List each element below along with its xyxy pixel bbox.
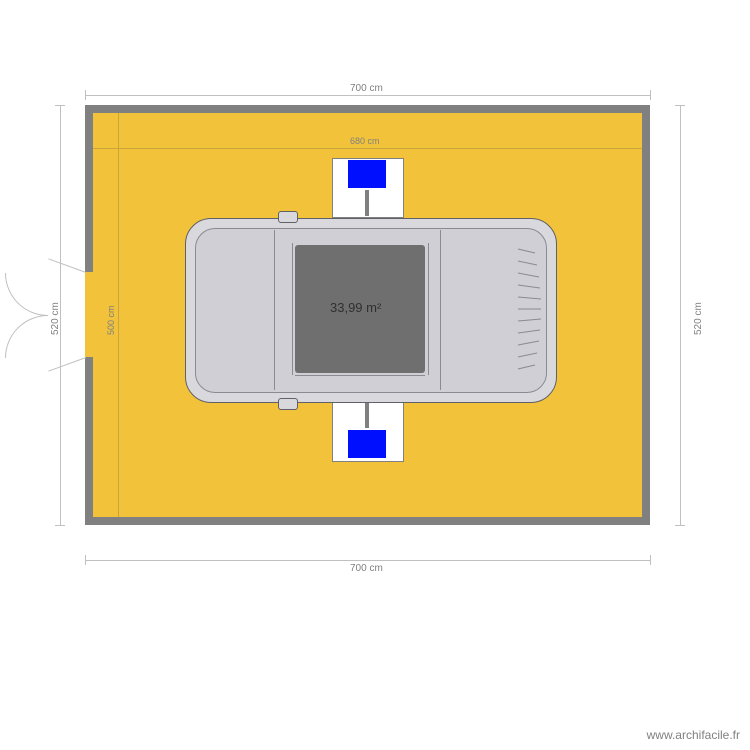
dim-left-tick-b <box>55 525 65 526</box>
car-c-pillar <box>440 230 441 390</box>
dim-right-line <box>680 105 681 525</box>
car-door-seam <box>295 375 425 376</box>
door-arc-bottom <box>5 315 91 401</box>
dim-right-tick-t <box>675 105 685 106</box>
dim-interior-left-line <box>118 113 119 517</box>
dim-interior-top-label: 680 cm <box>350 136 380 146</box>
dim-bottom-tick-r <box>650 555 651 565</box>
dim-top-line <box>85 95 650 96</box>
car-rear-window-line <box>428 243 429 375</box>
room-area-label: 33,99 m² <box>330 300 381 315</box>
door-opening <box>85 272 93 357</box>
dim-right-tick-b <box>675 525 685 526</box>
door-arc-top <box>5 230 91 316</box>
lift-bottom-stem <box>365 402 369 428</box>
lift-top-stem <box>365 190 369 216</box>
car-a-pillar <box>274 230 275 390</box>
car-mirror-bottom <box>278 398 298 410</box>
dim-bottom-line <box>85 560 650 561</box>
dim-top-tick-l <box>85 90 86 100</box>
watermark: www.archifacile.fr <box>647 728 740 742</box>
car-windshield-line <box>292 243 293 375</box>
dim-left-tick-t <box>55 105 65 106</box>
car-grille <box>515 245 545 373</box>
dim-bottom-label: 700 cm <box>350 563 383 574</box>
dim-right-label: 520 cm <box>693 302 704 335</box>
floorplan-canvas: 700 cm 700 cm 520 cm 520 cm 680 cm 500 c… <box>0 0 750 750</box>
door-leaf-bottom <box>48 357 86 372</box>
dim-top-label: 700 cm <box>350 83 383 94</box>
dim-bottom-tick-l <box>85 555 86 565</box>
door-leaf-top <box>48 258 86 273</box>
dim-interior-top-line <box>93 148 642 149</box>
lift-bottom-post <box>348 430 386 458</box>
dim-interior-left-label: 500 cm <box>106 305 116 335</box>
car-mirror-top <box>278 211 298 223</box>
lift-top-post <box>348 160 386 188</box>
dim-top-tick-r <box>650 90 651 100</box>
dim-left-label: 520 cm <box>50 302 61 335</box>
